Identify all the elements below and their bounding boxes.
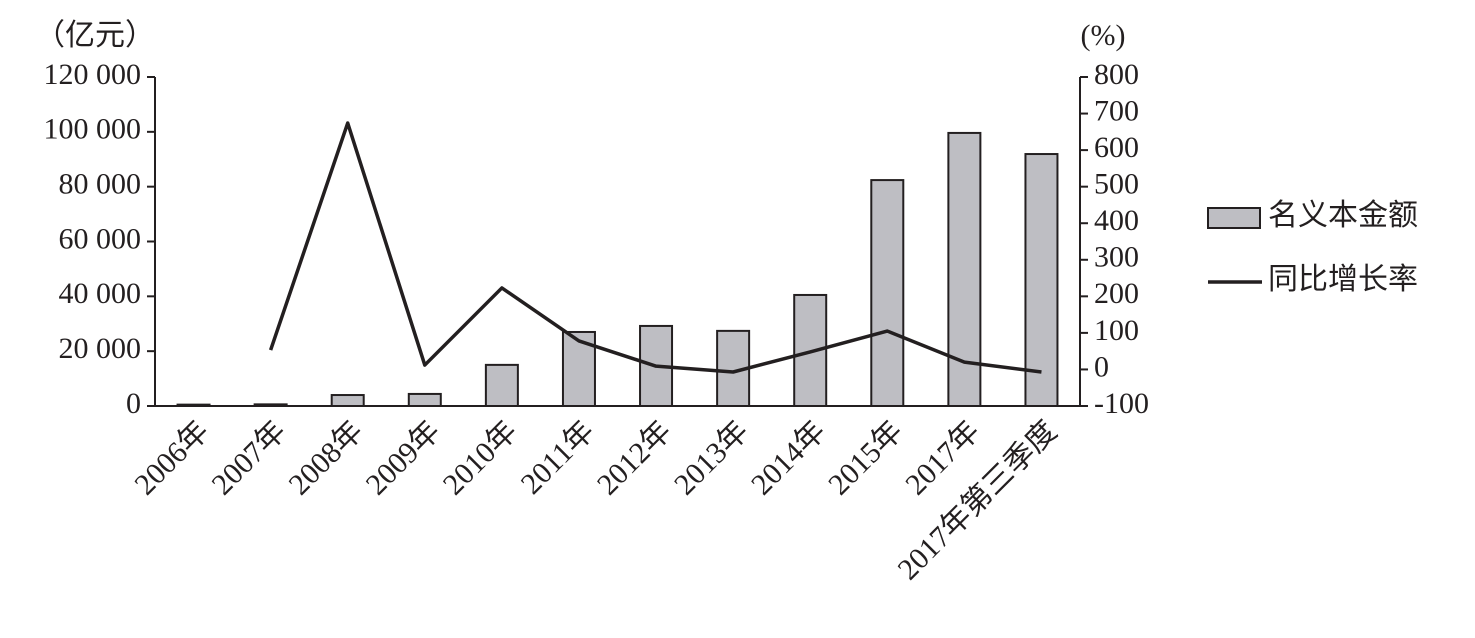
x-tick-label: 2010年 [437,414,524,501]
y-tick-label: 60 000 [59,222,142,255]
legend-label: 同比增长率 [1268,263,1418,296]
x-tick-label: 2012年 [591,414,678,501]
x-tick-label: 2011年 [515,414,601,500]
y-tick-label: 100 000 [44,113,142,146]
y2-tick-label: 800 [1094,58,1139,91]
x-tick-label: 2015年 [822,414,909,501]
bar [484,363,519,407]
x-tick-label: 2014年 [745,414,832,501]
y2-axis-unit: (%) [1081,19,1126,52]
y-axis-unit: （亿元） [35,19,155,52]
y2-tick-label: 100 [1094,314,1139,347]
legend-swatch [1207,207,1261,229]
legend-label: 名义本金额 [1268,199,1418,232]
x-tick-label: 2009年 [360,414,447,501]
y2-tick-label: 300 [1094,241,1139,274]
line [268,121,1042,374]
x-tick-label: 2006年 [128,414,215,501]
bar [330,394,365,407]
y2-tick-label: 200 [1094,277,1139,310]
y-tick-label: 80 000 [59,168,142,201]
y2-tick-label: 400 [1094,204,1139,237]
x-tick-label: 2008年 [283,414,370,501]
y-tick-label: 40 000 [59,277,142,310]
y2-tick-label: 0 [1094,350,1109,383]
bar [407,392,442,408]
x-tick-label: 2007年 [205,414,292,501]
y2-tick-label: 600 [1094,131,1139,164]
x-tick-label: 2013年 [668,414,755,501]
bar [1024,153,1059,407]
y2-tick-label: -100 [1094,387,1149,420]
y2-tick-label: 500 [1094,168,1139,201]
y2-tick-label: 700 [1094,94,1139,127]
y-tick-label: 120 000 [44,58,142,91]
bar [870,179,905,407]
y-tick-label: 0 [126,387,141,420]
y-tick-label: 20 000 [59,332,142,365]
